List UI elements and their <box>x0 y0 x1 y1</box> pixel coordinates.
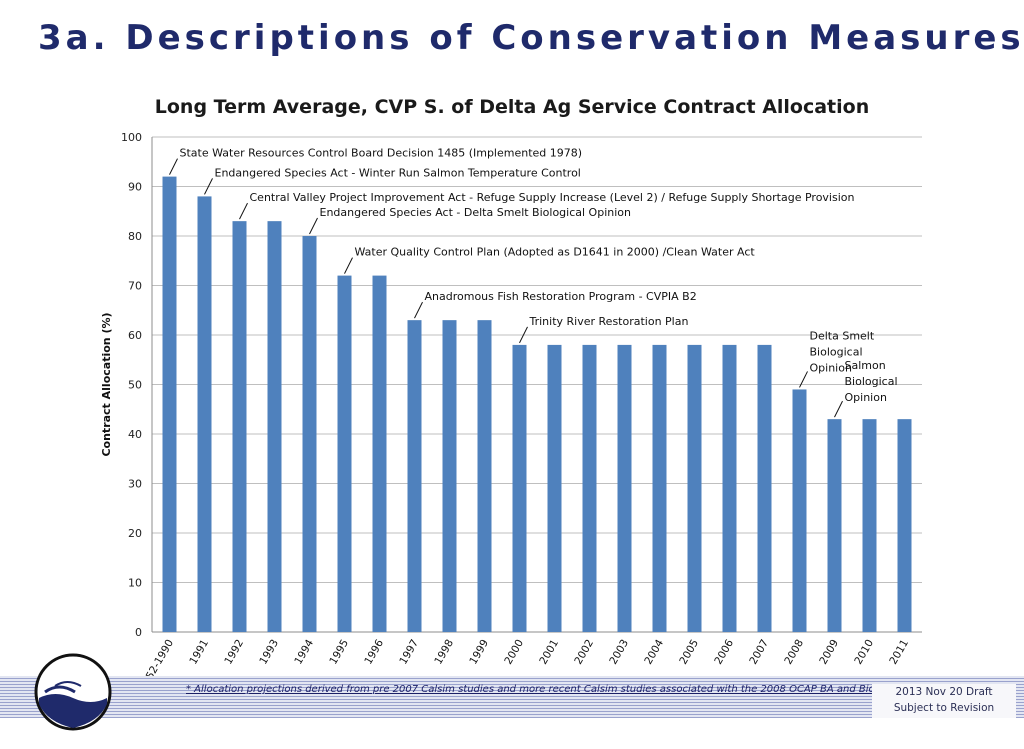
bar <box>757 344 772 632</box>
bar <box>687 344 702 632</box>
x-tick-label: 2009 <box>817 638 841 667</box>
allocation-footnote: * Allocation projections derived from pr… <box>186 684 886 695</box>
bar <box>197 196 212 632</box>
bar <box>617 344 632 632</box>
annotation-leader <box>799 371 808 388</box>
bar-annotation: Trinity River Restoration Plan <box>529 315 689 328</box>
annotation-leader <box>204 178 213 195</box>
x-tick-label: 2006 <box>712 637 736 666</box>
x-tick-label: 2003 <box>607 638 631 667</box>
bar <box>477 320 492 632</box>
x-tick-label: 2004 <box>642 637 666 666</box>
bar <box>652 344 667 632</box>
annotation-leader <box>169 158 178 175</box>
annotation-leader <box>834 400 843 418</box>
chart-title: Long Term Average, CVP S. of Delta Ag Se… <box>154 96 870 118</box>
y-tick-label: 10 <box>128 577 142 590</box>
bar-annotation: Endangered Species Act - Winter Run Salm… <box>215 166 581 179</box>
bar-annotation: Endangered Species Act - Delta Smelt Bio… <box>320 206 632 219</box>
bar <box>512 344 527 632</box>
bar-annotation: Delta Smelt Biological Opinion <box>810 329 875 374</box>
y-tick-label: 30 <box>128 478 142 491</box>
y-tick-label: 50 <box>128 379 142 392</box>
y-tick-label: 0 <box>135 626 142 639</box>
draft-date: 2013 Nov 20 Draft <box>895 686 993 698</box>
x-tick-label: 1997 <box>397 638 421 667</box>
annotation-leader <box>519 326 528 344</box>
bar <box>302 236 317 632</box>
y-tick-label: 20 <box>128 527 142 540</box>
water-circle-icon <box>34 653 112 731</box>
bar <box>547 344 562 632</box>
y-tick-label: 100 <box>121 131 142 144</box>
draft-notice: 2013 Nov 20 Draft Subject to Revision <box>872 684 1016 718</box>
x-tick-label: 2001 <box>537 638 561 667</box>
bar-annotation: Anadromous Fish Restoration Program - CV… <box>425 290 697 303</box>
bar <box>827 419 842 632</box>
x-tick-label: 1996 <box>362 637 386 666</box>
x-tick-label: 1993 <box>257 638 281 667</box>
bar <box>372 275 387 632</box>
bar <box>792 389 807 632</box>
footer-band <box>0 676 1024 718</box>
x-tick-label: 1998 <box>432 638 456 667</box>
x-tick-label: 1994 <box>292 637 316 666</box>
x-tick-label: 1999 <box>467 638 491 667</box>
slide-title: 3a. Descriptions of Conservation Measure… <box>38 18 1024 58</box>
bar <box>162 176 177 632</box>
x-tick-label: 1991 <box>187 638 211 667</box>
annotation-leader <box>309 217 318 235</box>
y-tick-label: 60 <box>128 329 142 342</box>
x-tick-label: 2007 <box>747 638 771 667</box>
annotation-leader <box>414 301 423 319</box>
y-axis-label: Contract Allocation (%) <box>100 312 113 456</box>
x-tick-label: 2000 <box>502 638 526 667</box>
bar <box>267 221 282 632</box>
y-tick-label: 40 <box>128 428 142 441</box>
bar-annotation: Central Valley Project Improvement Act -… <box>250 191 855 204</box>
x-tick-label: 1992 <box>222 638 246 667</box>
draft-subject: Subject to Revision <box>893 702 995 714</box>
annotation-leader <box>344 257 353 274</box>
bar-annotation: Salmon Biological Opinion <box>845 359 898 404</box>
y-tick-label: 80 <box>128 230 142 243</box>
x-tick-label: 2005 <box>677 638 701 667</box>
bar <box>337 275 352 632</box>
bar-annotation: State Water Resources Control Board Deci… <box>180 147 583 160</box>
x-tick-label: 2002 <box>572 638 596 667</box>
bar <box>897 419 912 632</box>
annotation-leader <box>239 202 248 220</box>
x-tick-label: 2008 <box>782 638 806 667</box>
bar <box>407 320 422 632</box>
bar <box>232 221 247 632</box>
contract-allocation-bar-chart: 0 10 20 30 40 50 60 70 80 90 100 Contract Allocatio… <box>100 131 922 677</box>
y-tick-label: 90 <box>128 181 142 194</box>
y-tick-label: 70 <box>128 280 142 293</box>
bar <box>442 320 457 632</box>
bar <box>582 344 597 632</box>
x-tick-label: 2010 <box>852 638 876 667</box>
bar <box>722 344 737 632</box>
bar-annotation: Water Quality Control Plan (Adopted as D… <box>355 246 756 259</box>
x-tick-label: 1995 <box>327 638 351 667</box>
x-tick-label: 1952-1990 <box>137 638 176 677</box>
x-tick-label: 2011 <box>887 638 911 667</box>
bar <box>862 419 877 632</box>
